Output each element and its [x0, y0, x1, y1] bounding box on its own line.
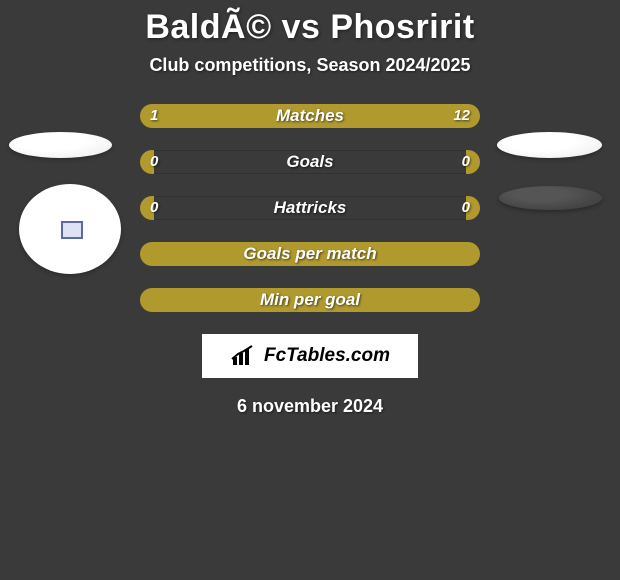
- bar-goals: 0 Goals 0: [140, 150, 480, 174]
- decor-ellipse-top-right: [497, 132, 602, 158]
- bar-goals-right-val: 0: [462, 150, 470, 174]
- page-subtitle: Club competitions, Season 2024/2025: [0, 55, 620, 76]
- bar-mpg-label: Min per goal: [140, 288, 480, 312]
- source-logo: FcTables.com: [202, 334, 418, 378]
- bar-gpm-label: Goals per match: [140, 242, 480, 266]
- bar-matches-right-val: 12: [453, 104, 470, 128]
- source-logo-text: FcTables.com: [264, 345, 390, 367]
- footer-date: 6 november 2024: [0, 396, 620, 417]
- bar-goals-label: Goals: [140, 150, 480, 174]
- bar-matches: 1 Matches 12: [140, 104, 480, 128]
- decor-badge-icon: [61, 221, 83, 239]
- bar-min-per-goal: Min per goal: [140, 288, 480, 312]
- chart-icon: [230, 345, 260, 367]
- decor-ellipse-mid-right: [499, 186, 602, 210]
- bar-matches-label: Matches: [140, 104, 480, 128]
- bar-goals-per-match: Goals per match: [140, 242, 480, 266]
- decor-ellipse-top-left: [9, 132, 112, 158]
- bar-hattricks-right-val: 0: [462, 196, 470, 220]
- page-title: BaldÃ© vs Phosririt: [0, 8, 620, 47]
- bar-hattricks-label: Hattricks: [140, 196, 480, 220]
- bar-hattricks: 0 Hattricks 0: [140, 196, 480, 220]
